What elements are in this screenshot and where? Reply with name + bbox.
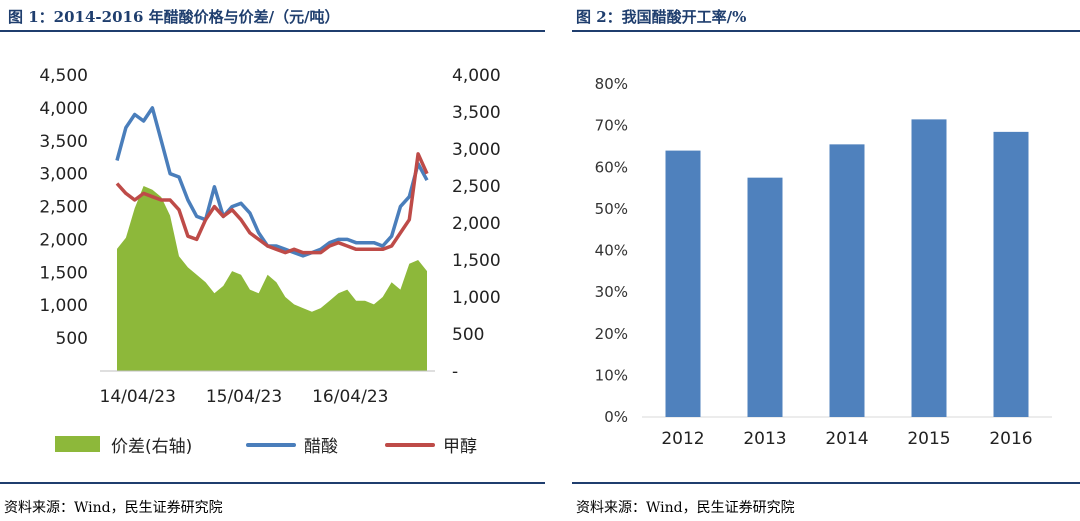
y-left-tick-label: 1,500 [39,263,88,283]
figure-1-top-rule [0,30,545,32]
y-right-tick-label: 2,500 [452,177,501,197]
bar-2012 [665,150,701,417]
x-tick-label: 2016 [989,429,1032,449]
legend-spread: 价差(右轴) [55,436,192,457]
y-left-tick-label: 4,500 [39,66,88,86]
bar-2014 [829,144,865,417]
bar-2016 [993,131,1029,417]
y-right-tick-label: 2,000 [452,214,501,234]
y-right-tick-label: 4,000 [452,66,501,86]
x-tick-label: 2013 [743,429,786,449]
y-tick-label: 0% [604,408,628,426]
y-right-tick-label: 1,000 [452,288,501,308]
y-right-tick-label: 500 [452,325,484,345]
y-right-tick-label: - [452,362,458,382]
y-tick-label: 40% [595,242,628,260]
legend-acetic-acid: 醋酸 [246,437,338,457]
y-tick-label: 30% [595,283,628,301]
figure-1-bottom-rule [0,482,545,484]
figure-2-bottom-rule [572,482,1080,484]
y-left-tick-label: 1,000 [39,296,88,316]
figure-1-source: 资料来源：Wind，民生证券研究院 [4,500,223,516]
x-tick-label: 2015 [907,429,950,449]
y-right-tick-label: 3,500 [452,103,501,123]
x-tick-label: 2014 [825,429,868,449]
figure-2-chart: 0% 10% 20% 30% 40% 50% 60% 70% 80% 2012 2013 2014 20… [595,75,1052,449]
y-left-tick-label: 2,000 [39,230,88,250]
figure-1-title: 图 1：2014-2016 年醋酸价格与价差/（元/吨） [8,8,340,26]
figure-1-panel: 图 1：2014-2016 年醋酸价格与价差/（元/吨） 500 1,000 1,5… [0,8,545,516]
y-tick-label: 50% [595,200,628,218]
y-right-tick-label: 3,000 [452,140,501,160]
figure-2-top-rule [572,30,1080,32]
figure-2-source: 资料来源：Wind，民生证券研究院 [576,500,795,516]
legend-methanol: 甲醇 [385,437,477,457]
figure-2-panel: 图 2：我国醋酸开工率/% 0% 10% 20% 30% 40% 50% 60% 70% 80%… [572,0,1080,521]
y-left-tick-label: 3,000 [39,165,88,185]
y-right-tick-label: 1,500 [452,251,501,271]
y-tick-label: 10% [595,366,628,384]
figure-2-title: 图 2：我国醋酸开工率/% [576,8,747,26]
bar-2015 [911,119,947,417]
legend-swatch [55,436,100,452]
legend-label: 价差(右轴) [111,437,192,457]
series-methanol-line [115,152,429,255]
y-left-tick-label: 500 [56,329,88,349]
y-tick-label: 60% [595,158,628,176]
series-spread-area [117,186,427,371]
y-left-tick-label: 4,000 [39,99,88,119]
x-tick-label: 16/04/23 [312,387,388,407]
y-left-tick-label: 2,500 [39,198,88,218]
legend-label: 醋酸 [304,437,338,457]
y-tick-label: 20% [595,325,628,343]
y-tick-label: 80% [595,75,628,93]
legend-label: 甲醇 [443,437,477,457]
x-tick-label: 15/04/23 [206,387,282,407]
bar-2013 [747,177,783,417]
y-tick-label: 70% [595,117,628,135]
y-left-tick-label: 3,500 [39,132,88,152]
figure-1-chart: 500 1,000 1,500 2,000 2,500 3,000 3,500 4,000 4,… [39,66,501,457]
x-tick-label: 14/04/23 [100,387,176,407]
x-tick-label: 2012 [661,429,704,449]
